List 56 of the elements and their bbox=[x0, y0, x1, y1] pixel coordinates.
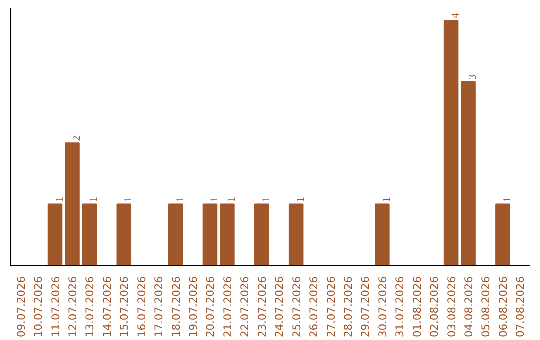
data-label: 1 bbox=[124, 196, 135, 202]
x-tick-label: 18.07.2026 bbox=[170, 276, 183, 338]
data-label: 1 bbox=[296, 196, 307, 202]
x-tick-label: 25.07.2026 bbox=[290, 276, 304, 338]
x-tick-label: 20.07.2026 bbox=[204, 276, 218, 338]
data-label: 1 bbox=[210, 196, 221, 202]
data-label: 1 bbox=[89, 196, 100, 202]
x-tick-label: 26.07.2026 bbox=[308, 276, 321, 338]
bar bbox=[168, 204, 184, 266]
bar bbox=[254, 204, 270, 266]
x-tick-label: 28.07.2026 bbox=[342, 276, 355, 338]
x-tick-label: 09.07.2026 bbox=[14, 276, 28, 338]
data-label: 1 bbox=[54, 196, 66, 202]
data-label: 3 bbox=[468, 74, 480, 80]
x-tick-label: 03.08.2026 bbox=[445, 276, 458, 338]
x-tick-label: 29.07.2026 bbox=[359, 276, 372, 338]
x-tick-label: 22.07.2026 bbox=[238, 276, 252, 338]
bar bbox=[116, 204, 132, 266]
x-tick-label: 06.08.2026 bbox=[496, 276, 510, 338]
x-tick-label: 04.08.2026 bbox=[462, 276, 476, 338]
x-tick-label: 31.07.2026 bbox=[394, 276, 407, 338]
bar bbox=[202, 204, 218, 266]
x-tick-label: 01.08.2026 bbox=[410, 276, 424, 338]
bar bbox=[220, 204, 235, 266]
data-label: 1 bbox=[261, 196, 272, 202]
data-label: 1 bbox=[175, 196, 186, 202]
x-tick-label: 12.07.2026 bbox=[66, 276, 80, 338]
x-tick-label: 27.07.2026 bbox=[324, 276, 338, 338]
x-tick-label: 16.07.2026 bbox=[135, 276, 148, 338]
bar bbox=[288, 204, 304, 266]
bar bbox=[496, 204, 510, 266]
x-tick-label: 19.07.2026 bbox=[187, 276, 200, 338]
data-label: 4 bbox=[450, 12, 462, 19]
x-tick-label: 11.07.2026 bbox=[49, 276, 62, 338]
bar bbox=[65, 142, 80, 266]
x-tick-label: 05.08.2026 bbox=[480, 276, 493, 338]
x-tick-label: 15.07.2026 bbox=[118, 276, 132, 338]
bar bbox=[375, 204, 390, 266]
data-label: 1 bbox=[226, 196, 238, 202]
x-tick-label: 02.08.2026 bbox=[428, 276, 442, 338]
x-tick-label: 17.07.2026 bbox=[152, 276, 166, 338]
bar bbox=[48, 204, 63, 266]
x-tick-label: 21.07.2026 bbox=[221, 276, 234, 338]
data-label: 1 bbox=[382, 196, 393, 202]
data-label: 2 bbox=[72, 136, 83, 142]
x-tick-label: 13.07.2026 bbox=[84, 276, 97, 338]
x-tick-label: 14.07.2026 bbox=[100, 276, 114, 338]
x-tick-label: 23.07.2026 bbox=[256, 276, 269, 338]
x-tick-label: 30.07.2026 bbox=[376, 276, 390, 338]
bar bbox=[82, 204, 98, 266]
data-label: 1 bbox=[502, 196, 514, 202]
x-tick-label: 10.07.2026 bbox=[32, 276, 46, 338]
bar bbox=[461, 81, 476, 266]
x-tick-label: 07.08.2026 bbox=[514, 276, 528, 338]
bar bbox=[444, 20, 459, 266]
x-tick-label: 24.07.2026 bbox=[273, 276, 286, 338]
